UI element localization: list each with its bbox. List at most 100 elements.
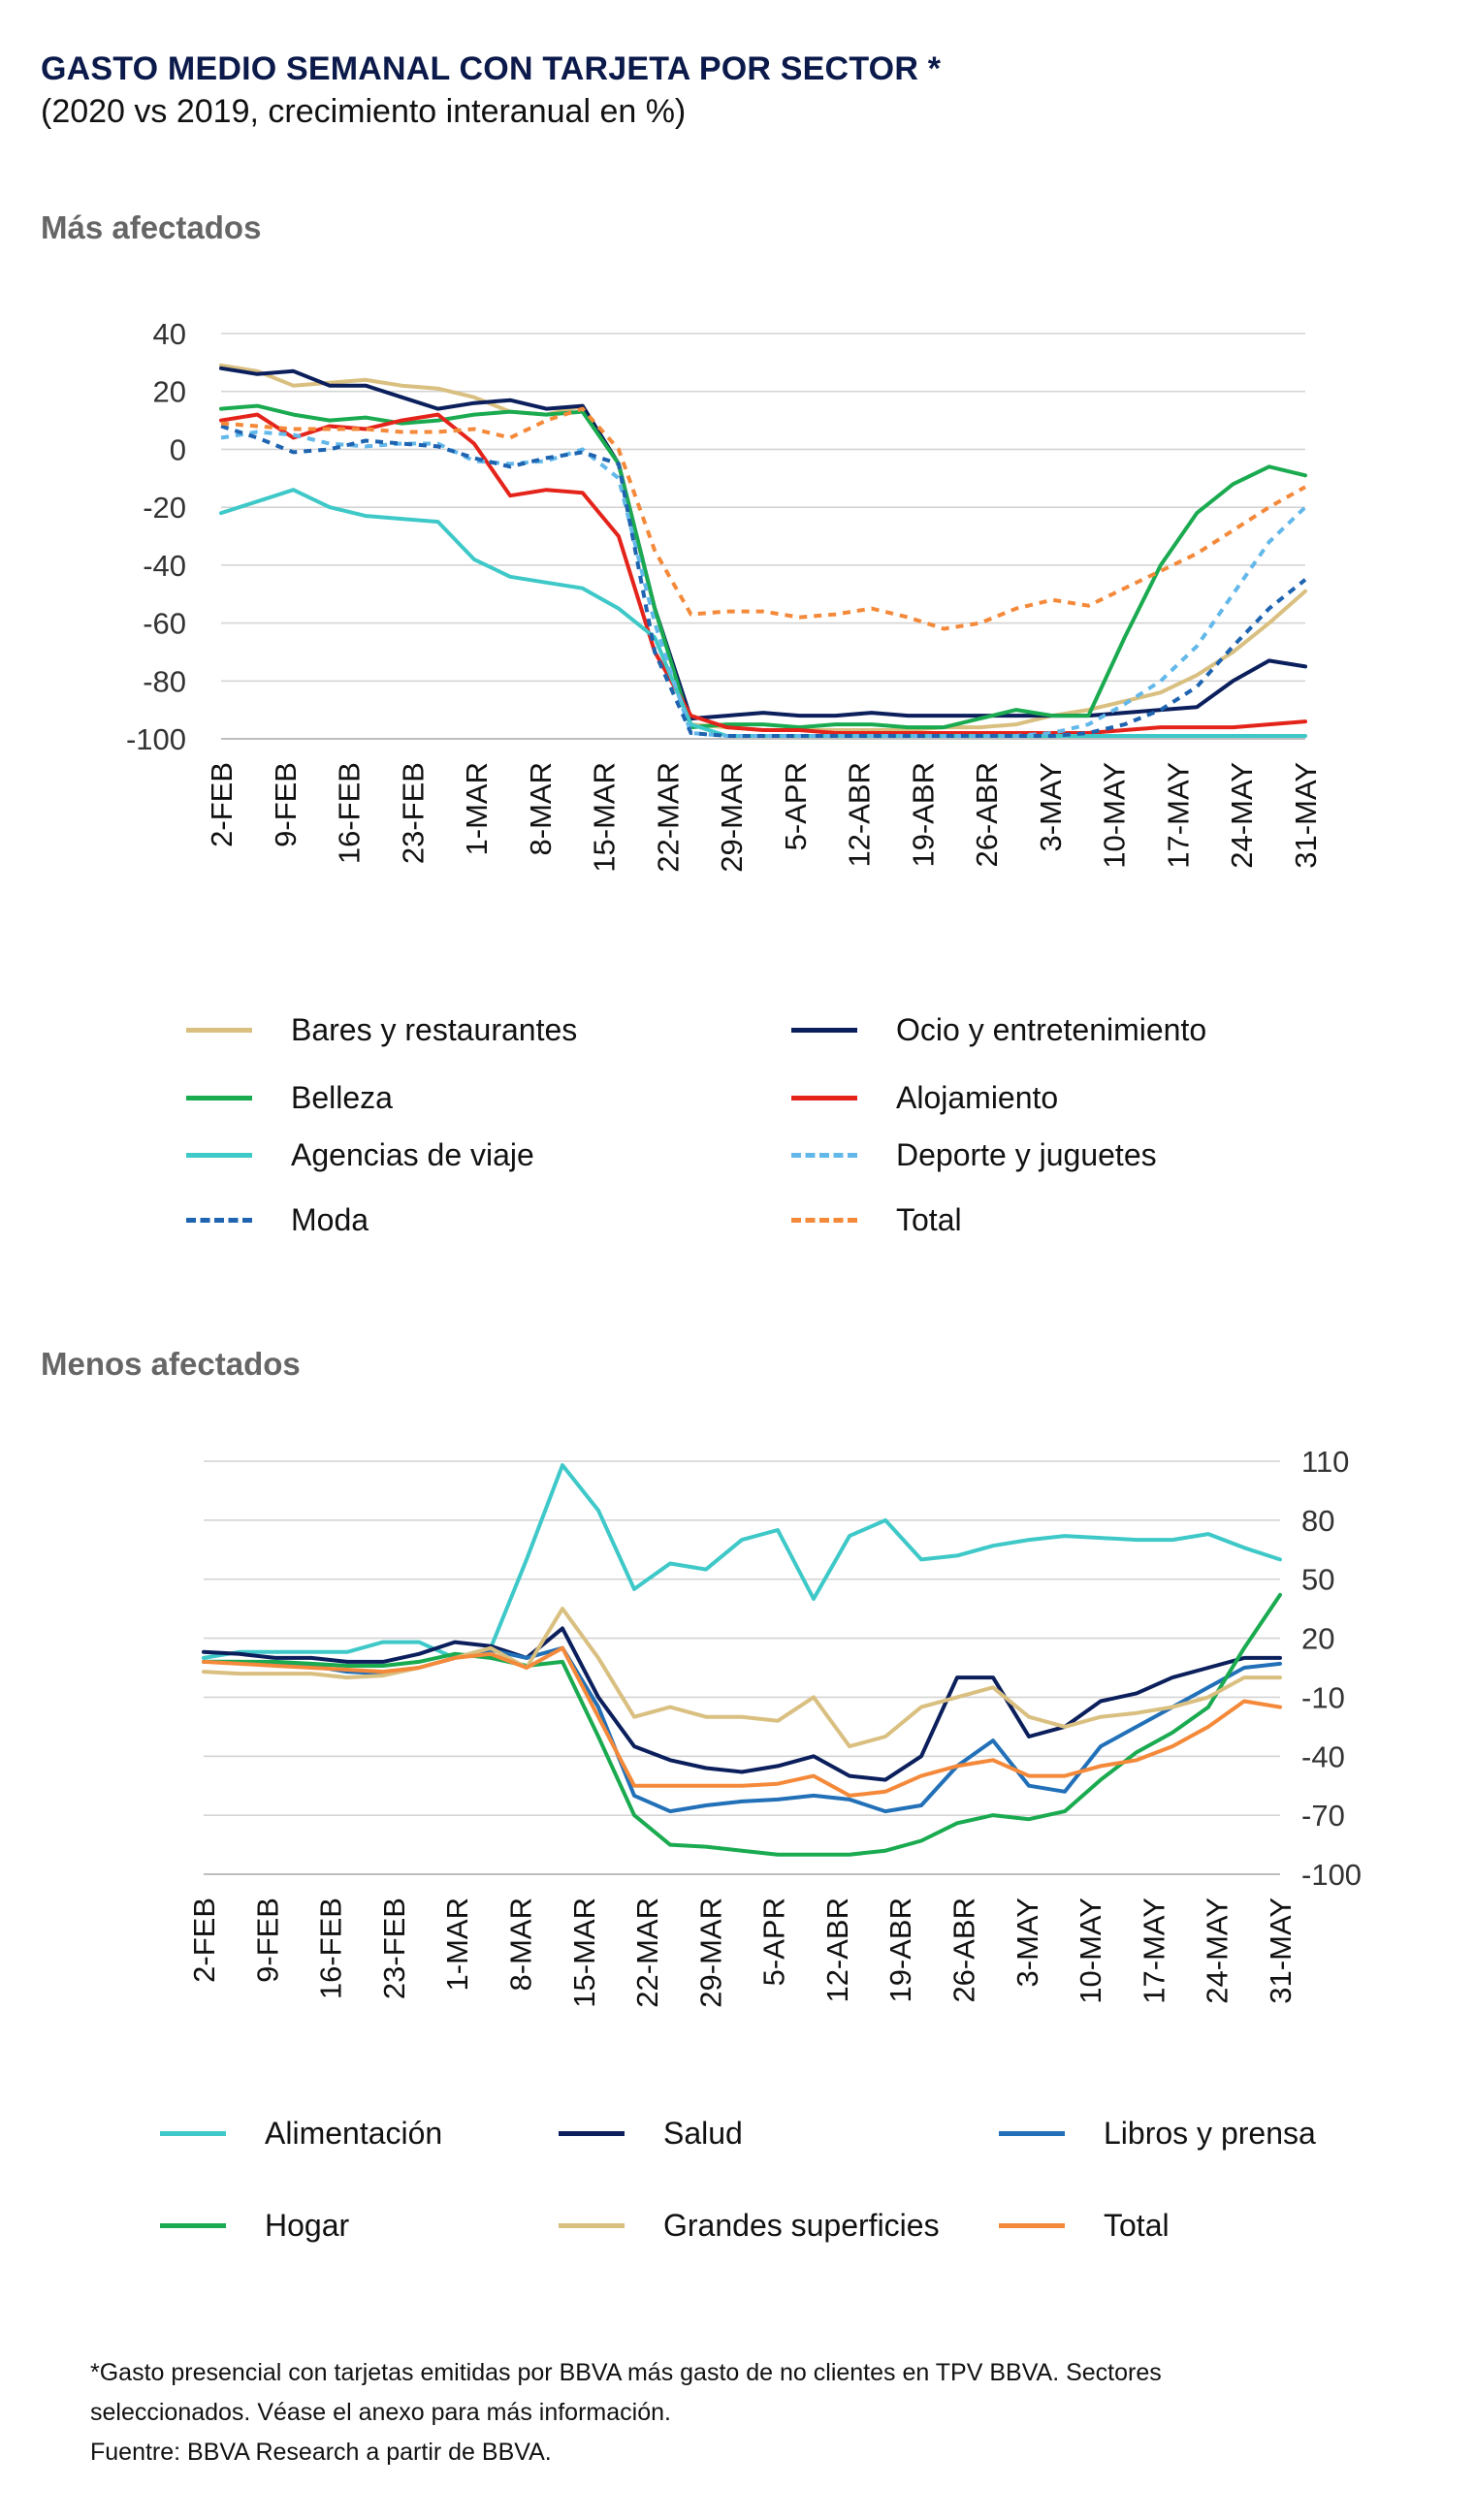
legend-label: Total (896, 1201, 962, 1237)
legend-swatch (791, 1027, 857, 1033)
legend-swatch (559, 2222, 625, 2228)
legend-label: Deporte y juguetes (896, 1136, 1157, 1172)
x-tick-label: 24-MAY (1225, 762, 1259, 869)
legend-item-moda: Moda (186, 1200, 369, 1239)
legend-label: Moda (291, 1201, 369, 1237)
y-tick-label: 80 (1301, 1504, 1334, 1538)
legend-item-grandes-superficies: Grandes superficies (559, 2206, 940, 2245)
legend-label: Bares y restaurantes (291, 1011, 578, 1047)
x-tick-label: 26-ABR (947, 1898, 981, 2003)
y-tick-label: -10 (1301, 1680, 1345, 1714)
legend-label: Libros y prensa (1104, 2115, 1316, 2151)
legend-item-alimentacion: Alimentación (160, 2114, 442, 2153)
x-tick-label: 2-FEB (187, 1898, 221, 1983)
x-tick-label: 5-APR (779, 762, 813, 850)
series-line-total (220, 406, 1306, 631)
series-line-alimentacion (202, 1463, 1282, 1660)
legend-swatch (559, 2130, 625, 2136)
legend-item-bares-y-restaurantes: Bares y restaurantes (186, 1010, 577, 1049)
x-tick-label: 3-MAY (1034, 762, 1068, 851)
series-line-grandes-superficies (202, 1607, 1282, 1749)
legend-swatch (186, 1095, 252, 1101)
y-tick-label: 50 (1301, 1563, 1334, 1597)
legend-label: Alojamiento (896, 1079, 1059, 1115)
x-tick-label: 1-MAR (440, 1898, 474, 1991)
x-tick-label: 29-MAR (693, 1898, 727, 2008)
legend-item-agencias-de-viaje: Agencias de viaje (186, 1135, 534, 1174)
series-line-total (202, 1645, 1282, 1798)
legend-label: Belleza (291, 1079, 393, 1115)
y-tick-label: 20 (1301, 1622, 1334, 1656)
legend-label: Agencias de viaje (291, 1136, 534, 1172)
x-tick-label: 22-MAR (630, 1898, 664, 2008)
legend-item-belleza: Belleza (186, 1078, 393, 1117)
series-line-deporte-y-juguetes (220, 430, 1307, 738)
x-tick-label: 19-ABR (883, 1898, 917, 2003)
legend-label: Alimentación (265, 2115, 443, 2151)
y-tick-label: -20 (143, 491, 186, 525)
y-tick-label: -100 (126, 722, 186, 756)
x-tick-label: 23-FEB (377, 1898, 411, 1999)
x-tick-label: 10-MAY (1098, 762, 1132, 869)
y-tick-label: -80 (143, 664, 186, 698)
legend-swatch (791, 1217, 857, 1223)
chart-subtitle: (2020 vs 2019, crecimiento interanual en… (41, 93, 687, 130)
legend-swatch (791, 1095, 857, 1101)
series-line-alojamiento (219, 412, 1307, 735)
legend-label: Ocio y entretenimiento (896, 1011, 1207, 1047)
x-tick-label: 12-ABR (843, 762, 877, 868)
series-line-belleza (219, 403, 1307, 730)
x-tick-label: 23-FEB (396, 762, 430, 864)
most-affected-line-chart: 40 20 0 -20 -40 -60 -80 -100 2-FEB 9-FEB 16-FEB 23-… (126, 317, 1323, 873)
legend-swatch (160, 2130, 226, 2136)
legend-swatch (186, 1152, 252, 1158)
y-tick-label: 0 (170, 432, 186, 466)
series-line-salud (202, 1626, 1282, 1782)
legend-item-total: Total (999, 2206, 1170, 2245)
x-tick-label: 16-FEB (314, 1898, 348, 1999)
footnote-annex: seleccionados. Véase el anexo para más i… (90, 2399, 671, 2426)
chart-title: GASTO MEDIO SEMANAL CON TARJETA POR SECT… (41, 50, 942, 87)
x-tick-label: 31-MAY (1289, 762, 1323, 869)
series-line-ocio-y-entretenimiento (219, 366, 1307, 721)
legend-swatch (186, 1027, 252, 1033)
legend-label: Grandes superficies (663, 2207, 940, 2243)
x-tick-label: 22-MAR (651, 762, 685, 873)
x-tick-label: 16-FEB (333, 762, 367, 864)
legend-swatch (999, 2130, 1065, 2136)
x-tick-label: 15-MAR (588, 762, 622, 873)
y-tick-label: 110 (1301, 1445, 1349, 1479)
legend-label: Total (1104, 2207, 1170, 2243)
footnote-source: Fuentre: BBVA Research a partir de BBVA. (90, 2439, 552, 2466)
x-tick-label: 2-FEB (205, 762, 239, 847)
x-tick-label: 26-ABR (970, 762, 1004, 868)
x-tick-label: 9-FEB (269, 762, 303, 847)
legend-item-salud: Salud (559, 2114, 743, 2153)
x-tick-label: 8-MAR (524, 762, 558, 855)
y-tick-label: 40 (153, 317, 186, 351)
least-affected-line-chart: 110 80 50 20 -10 -40 -70 -100 2-FEB 9-FEB 16-FEB 23… (187, 1445, 1362, 2008)
section-title-least-affected: Menos afectados (41, 1346, 301, 1382)
legend-swatch (186, 1217, 252, 1223)
legend-item-hogar: Hogar (160, 2206, 349, 2245)
x-tick-label: 17-MAY (1137, 1898, 1170, 2004)
x-tick-label: 19-ABR (906, 762, 940, 868)
legend-swatch (160, 2222, 226, 2228)
x-tick-label: 12-ABR (820, 1898, 854, 2003)
y-tick-label: -100 (1301, 1858, 1362, 1892)
y-tick-label: -40 (1301, 1739, 1345, 1773)
legend-swatch (791, 1152, 857, 1158)
legend-item-ocio-y-entretenimiento: Ocio y entretenimiento (791, 1010, 1206, 1049)
x-tick-label: 1-MAR (460, 762, 494, 855)
x-tick-label: 9-FEB (250, 1898, 284, 1983)
y-tick-label: 20 (153, 375, 186, 409)
x-tick-label: 15-MAR (567, 1898, 601, 2008)
legend-item-alojamiento: Alojamiento (791, 1078, 1058, 1117)
x-tick-label: 29-MAR (715, 762, 749, 873)
legend-swatch (999, 2222, 1065, 2228)
footnote-methodology: *Gasto presencial con tarjetas emitidas … (90, 2359, 1162, 2386)
y-tick-label: -60 (143, 607, 186, 641)
x-tick-label: 17-MAY (1161, 762, 1195, 869)
x-tick-label: 31-MAY (1264, 1898, 1298, 2004)
legend-item-total: Total (791, 1200, 962, 1239)
